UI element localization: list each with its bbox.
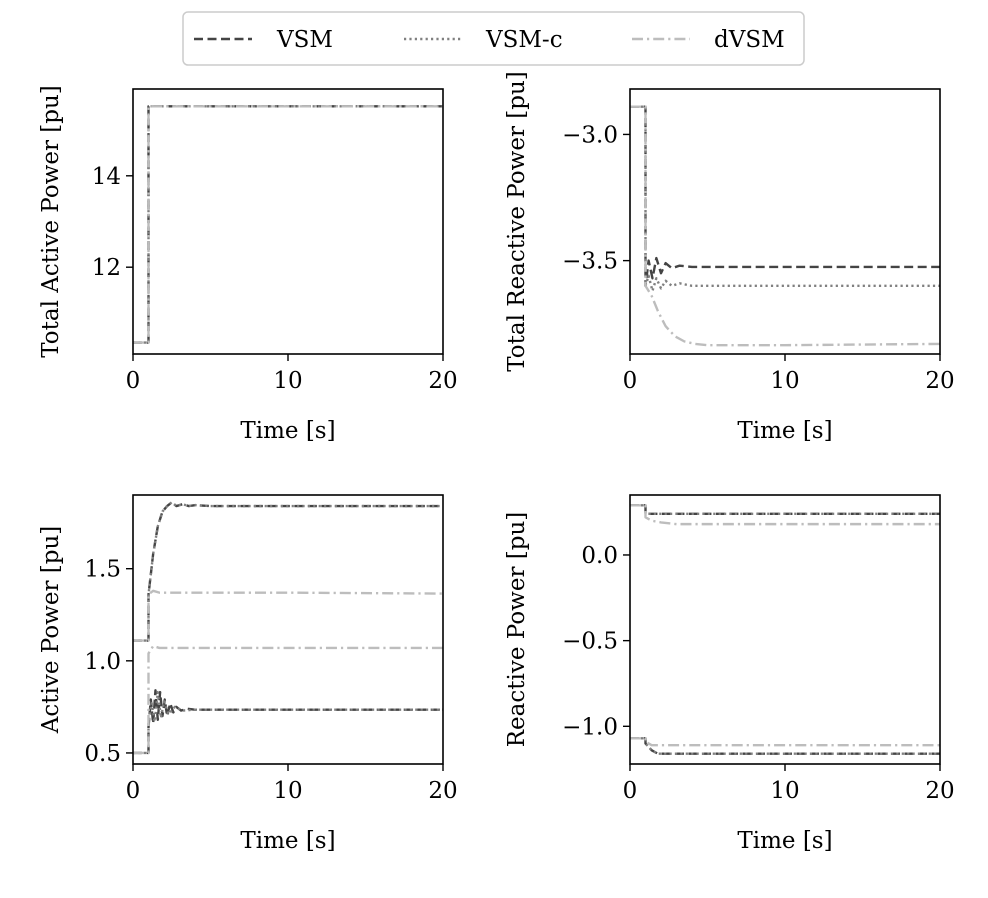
- y-tick-label: −3.0: [562, 122, 618, 148]
- series-group: [630, 504, 940, 755]
- y-tick-label: −1.0: [562, 714, 618, 740]
- y-tick-label: −3.5: [562, 249, 618, 275]
- series-line-dvsm: [133, 589, 443, 642]
- series-line-vsm: [630, 105, 940, 288]
- series-line-vsm: [630, 504, 940, 516]
- axes-frame: [132, 88, 444, 355]
- y-axis-label: Reactive Power [pu]: [504, 512, 530, 748]
- series-line-vsm-c: [133, 501, 443, 642]
- axes-frame: [629, 494, 941, 765]
- x-tick-label: 0: [623, 368, 638, 394]
- series-line-vsm-c: [133, 105, 443, 344]
- legend-label-dvsm: dVSM: [714, 27, 785, 53]
- series-line-dvsm: [133, 644, 443, 755]
- legend: VSM VSM-c dVSM: [182, 11, 805, 66]
- y-tick-label: 0.0: [581, 543, 618, 569]
- x-axis-label: Time [s]: [737, 828, 832, 854]
- y-tick-label: 1.0: [84, 649, 121, 675]
- x-tick-label: 10: [273, 368, 302, 394]
- x-tick-label: 10: [273, 778, 302, 804]
- x-tick-label: 0: [126, 778, 141, 804]
- x-axis-label: Time [s]: [737, 418, 832, 444]
- series-line-vsm-c: [133, 690, 443, 755]
- series-group: [133, 501, 443, 755]
- x-tick-label: 20: [925, 778, 954, 804]
- chart-panel-1: 0 10 20 12 14 Time [s] Total Active Power [pu]: [38, 85, 458, 444]
- axes-frame: [132, 494, 444, 765]
- x-tick-label: 20: [925, 368, 954, 394]
- chart-panels: 0 10 20 12 14 Time [s] Total Active Power [pu]…: [38, 71, 955, 854]
- legend-label-vsm-c: VSM-c: [485, 27, 563, 53]
- series-line-dvsm: [630, 105, 940, 347]
- y-tick-label: 12: [92, 255, 121, 281]
- series-line-vsm: [133, 501, 443, 642]
- axes-frame: [629, 88, 941, 355]
- series-line-dvsm: [133, 105, 443, 344]
- x-tick-label: 20: [428, 778, 457, 804]
- y-axis-label: Total Reactive Power [pu]: [504, 71, 530, 372]
- legend-frame: [182, 11, 805, 66]
- y-tick-label: 1.5: [84, 557, 121, 583]
- x-tick-label: 10: [770, 778, 799, 804]
- y-tick-label: −0.5: [562, 629, 618, 655]
- series-line-vsm-c: [630, 504, 940, 516]
- legend-label-vsm: VSM: [276, 27, 333, 53]
- chart-panel-3: 0 10 20 0.5 1.0 1.5 Time [s] Active Power [pu]: [38, 494, 458, 854]
- y-tick-label: 0.5: [84, 741, 121, 767]
- x-axis-label: Time [s]: [240, 418, 335, 444]
- series-line-vsm-c: [630, 105, 940, 293]
- x-axis-label: Time [s]: [240, 828, 335, 854]
- series-line-dvsm: [630, 737, 940, 747]
- series-line-vsm: [133, 689, 443, 755]
- y-axis-label: Active Power [pu]: [38, 526, 64, 734]
- x-tick-label: 0: [126, 368, 141, 394]
- y-axis-label: Total Active Power [pu]: [38, 85, 64, 358]
- chart-panel-4: 0 10 20 −1.0 −0.5 0.0 Time [s] Reactive Power […: [504, 494, 955, 854]
- series-group: [133, 105, 443, 344]
- y-tick-label: 14: [92, 164, 121, 190]
- x-tick-label: 10: [770, 368, 799, 394]
- x-tick-label: 0: [623, 778, 638, 804]
- chart-panel-2: 0 10 20 −3.5 −3.0 Time [s] Total Reactive Powe…: [504, 71, 955, 444]
- series-line-dvsm: [630, 504, 940, 526]
- series-line-vsm: [133, 105, 443, 344]
- series-group: [630, 105, 940, 347]
- x-tick-label: 20: [428, 368, 457, 394]
